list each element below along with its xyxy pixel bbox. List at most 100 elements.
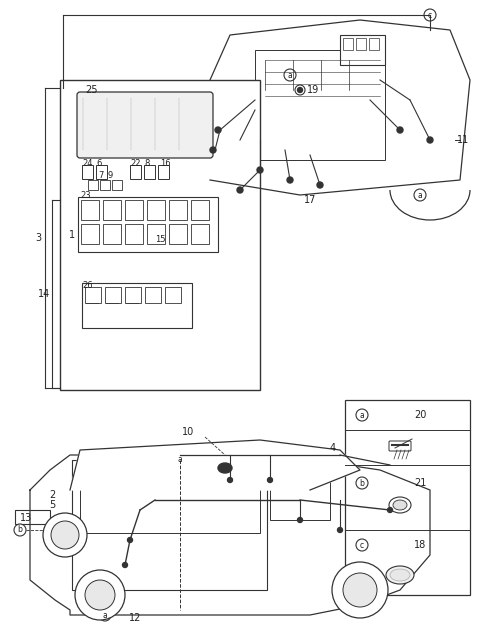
Bar <box>82 283 192 328</box>
Text: 19: 19 <box>307 85 319 95</box>
Text: 14: 14 <box>38 289 50 299</box>
Text: 17: 17 <box>304 195 316 205</box>
Text: c: c <box>360 540 364 549</box>
Circle shape <box>343 573 377 607</box>
Text: 10: 10 <box>182 427 194 437</box>
Bar <box>343 38 353 50</box>
Circle shape <box>397 127 403 133</box>
Text: 2: 2 <box>49 490 55 500</box>
Bar <box>112 180 122 190</box>
Bar <box>125 224 143 244</box>
Circle shape <box>317 182 323 188</box>
Circle shape <box>356 539 368 551</box>
Bar <box>345 400 470 595</box>
Text: 22: 22 <box>130 159 141 167</box>
Bar <box>103 200 121 220</box>
Text: 13: 13 <box>20 513 32 523</box>
Bar <box>88 180 98 190</box>
Circle shape <box>210 147 216 153</box>
Circle shape <box>267 478 273 483</box>
Text: 20: 20 <box>414 410 426 420</box>
Bar <box>80 463 260 533</box>
Bar <box>78 197 218 252</box>
Circle shape <box>75 570 125 620</box>
Bar <box>158 165 169 179</box>
Bar <box>81 200 99 220</box>
Text: 7: 7 <box>98 171 104 179</box>
Text: 15: 15 <box>155 236 165 245</box>
Circle shape <box>128 537 132 542</box>
Circle shape <box>284 69 296 81</box>
Bar <box>340 35 385 65</box>
Bar <box>145 287 161 303</box>
Bar <box>169 200 187 220</box>
Circle shape <box>295 85 305 95</box>
Circle shape <box>298 517 302 522</box>
Bar <box>165 287 181 303</box>
Circle shape <box>424 9 436 21</box>
Text: 5: 5 <box>49 500 55 510</box>
Circle shape <box>215 127 221 133</box>
Text: a: a <box>288 70 292 80</box>
Circle shape <box>257 167 263 173</box>
Text: 8: 8 <box>144 159 149 167</box>
Text: 12: 12 <box>129 613 141 623</box>
Text: a: a <box>103 611 108 619</box>
Bar <box>147 224 165 244</box>
Text: a: a <box>360 411 364 419</box>
Circle shape <box>122 562 128 567</box>
Text: a: a <box>418 191 422 199</box>
Circle shape <box>387 507 393 512</box>
Bar <box>169 224 187 244</box>
Bar <box>81 224 99 244</box>
Text: a: a <box>178 455 182 465</box>
Ellipse shape <box>393 500 407 510</box>
Bar <box>125 287 141 303</box>
Circle shape <box>43 513 87 557</box>
Polygon shape <box>210 20 470 195</box>
Circle shape <box>174 454 186 466</box>
Bar <box>191 224 209 244</box>
Text: b: b <box>360 478 364 488</box>
Ellipse shape <box>386 566 414 584</box>
Bar <box>15 510 50 524</box>
Circle shape <box>51 521 79 549</box>
Circle shape <box>332 562 388 618</box>
Circle shape <box>356 477 368 489</box>
Text: 26: 26 <box>82 280 93 290</box>
Text: 9: 9 <box>108 171 113 179</box>
Circle shape <box>337 527 343 532</box>
Polygon shape <box>70 440 360 490</box>
Bar <box>125 200 143 220</box>
Text: 1: 1 <box>69 230 75 240</box>
Circle shape <box>85 580 115 610</box>
Bar <box>356 38 366 50</box>
Bar <box>147 200 165 220</box>
Circle shape <box>287 177 293 183</box>
Circle shape <box>356 409 368 421</box>
Text: 21: 21 <box>414 478 426 488</box>
Circle shape <box>414 189 426 201</box>
Circle shape <box>427 137 433 143</box>
Ellipse shape <box>218 463 232 473</box>
Circle shape <box>99 609 111 621</box>
Ellipse shape <box>389 497 411 513</box>
Bar <box>96 165 107 179</box>
Text: 25: 25 <box>85 85 97 95</box>
Polygon shape <box>30 455 430 615</box>
Circle shape <box>237 187 243 193</box>
Circle shape <box>228 478 232 483</box>
Bar <box>144 165 155 179</box>
Bar <box>130 165 141 179</box>
Text: c: c <box>428 11 432 19</box>
Ellipse shape <box>390 569 410 581</box>
Text: 6: 6 <box>96 159 101 167</box>
Text: 3: 3 <box>35 233 41 243</box>
Text: 11: 11 <box>457 135 469 145</box>
Circle shape <box>14 524 26 536</box>
Bar <box>82 165 93 179</box>
FancyBboxPatch shape <box>389 441 411 451</box>
Text: 23: 23 <box>80 191 91 199</box>
FancyBboxPatch shape <box>77 92 213 158</box>
Bar <box>85 287 101 303</box>
